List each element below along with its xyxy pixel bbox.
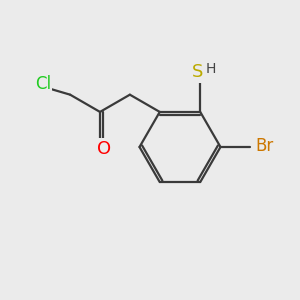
Text: O: O	[98, 140, 112, 158]
Text: Br: Br	[255, 136, 273, 154]
Text: S: S	[192, 64, 203, 82]
Text: H: H	[206, 62, 216, 76]
Text: Cl: Cl	[35, 75, 51, 93]
